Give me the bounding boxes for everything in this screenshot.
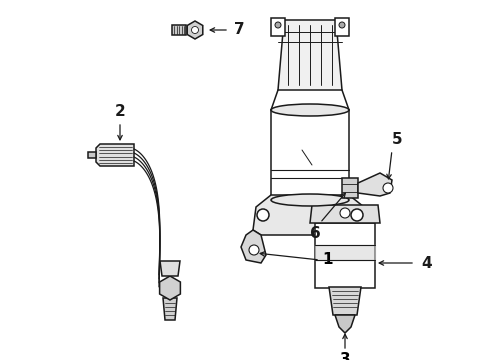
Polygon shape — [187, 21, 203, 39]
Circle shape — [351, 209, 363, 221]
Bar — [271, 110, 349, 200]
Text: 6: 6 — [310, 225, 320, 240]
Polygon shape — [335, 315, 355, 333]
Polygon shape — [253, 195, 367, 235]
Text: 3: 3 — [340, 351, 350, 360]
Polygon shape — [329, 287, 361, 315]
Bar — [315, 223, 375, 288]
Text: 2: 2 — [115, 104, 125, 120]
Polygon shape — [310, 205, 380, 223]
Polygon shape — [358, 173, 392, 196]
Circle shape — [340, 208, 350, 218]
Polygon shape — [160, 261, 180, 276]
Polygon shape — [96, 144, 134, 166]
Bar — [271, 18, 285, 36]
Circle shape — [275, 22, 281, 28]
Circle shape — [257, 209, 269, 221]
Polygon shape — [163, 298, 177, 320]
Polygon shape — [172, 25, 186, 35]
Circle shape — [339, 22, 345, 28]
Text: 4: 4 — [422, 256, 432, 270]
Polygon shape — [88, 152, 96, 158]
Circle shape — [192, 27, 198, 33]
Text: 5: 5 — [392, 132, 402, 148]
Polygon shape — [278, 20, 342, 90]
Polygon shape — [160, 276, 180, 300]
Ellipse shape — [271, 194, 349, 206]
Polygon shape — [342, 178, 358, 198]
Text: 1: 1 — [323, 252, 333, 267]
Ellipse shape — [271, 104, 349, 116]
Circle shape — [383, 183, 393, 193]
Bar — [335, 18, 349, 36]
Polygon shape — [241, 230, 266, 263]
Circle shape — [249, 245, 259, 255]
Text: 7: 7 — [234, 22, 245, 37]
